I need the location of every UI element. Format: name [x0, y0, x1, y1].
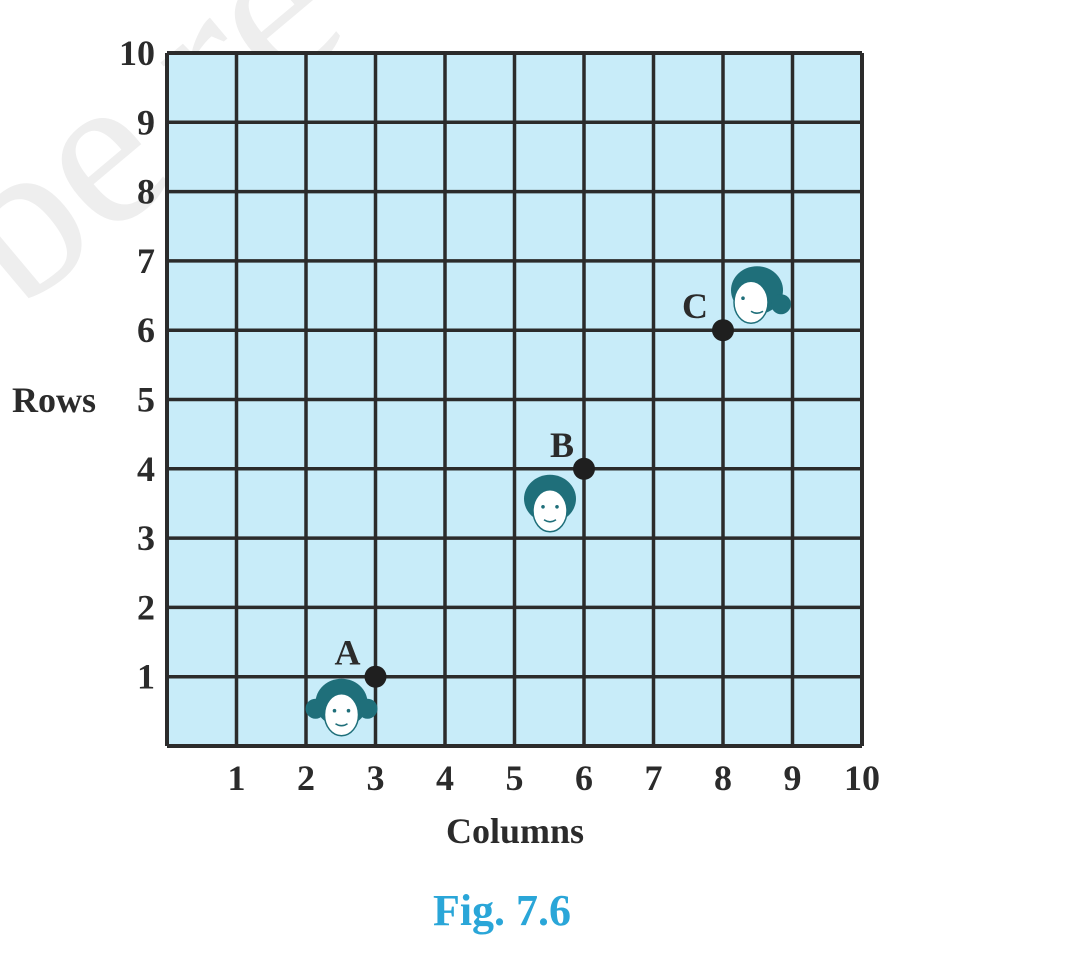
y-tick-label: 3 [137, 518, 155, 558]
grid-lines [165, 51, 864, 748]
point-label-b: B [550, 425, 574, 465]
y-tick-label: 5 [137, 380, 155, 420]
x-tick-label: 6 [575, 758, 593, 798]
y-tick-label: 1 [137, 657, 155, 697]
point-label-a: A [335, 633, 361, 673]
y-tick-label: 4 [137, 449, 155, 489]
y-tick-label: 8 [137, 172, 155, 212]
x-tick-label: 3 [367, 758, 385, 798]
data-points: A B C [335, 286, 734, 688]
girl-ponytail-profile-illustration [731, 266, 791, 324]
girl-with-pigtails-illustration [305, 678, 378, 737]
y-tick-label: 6 [137, 310, 155, 350]
point-c [712, 319, 734, 342]
x-tick-label: 5 [506, 758, 524, 798]
x-tick-label: 8 [714, 758, 732, 798]
x-tick-label: 7 [645, 758, 663, 798]
point-b [573, 457, 595, 480]
y-tick-label: 9 [137, 102, 155, 142]
face-illustrations [305, 266, 791, 737]
x-tick-label: 9 [784, 758, 802, 798]
x-tick-label: 1 [228, 758, 246, 798]
y-axis-ticks: 1 2 3 4 5 6 7 8 9 10 [119, 33, 155, 697]
figure-caption: Fig. 7.6 [433, 886, 571, 935]
x-tick-label: 4 [436, 758, 454, 798]
x-tick-label: 10 [844, 758, 880, 798]
y-tick-label: 7 [137, 241, 155, 281]
y-tick-label: 10 [119, 33, 155, 73]
girl-short-hair-illustration [524, 474, 576, 533]
x-axis-label: Columns [446, 811, 584, 851]
point-label-c: C [682, 286, 708, 326]
y-axis-label: Rows [12, 380, 96, 420]
x-axis-ticks: 1 2 3 4 5 6 7 8 9 10 [228, 758, 881, 798]
point-a [364, 665, 387, 688]
y-tick-label: 2 [137, 587, 155, 627]
x-tick-label: 2 [297, 758, 315, 798]
